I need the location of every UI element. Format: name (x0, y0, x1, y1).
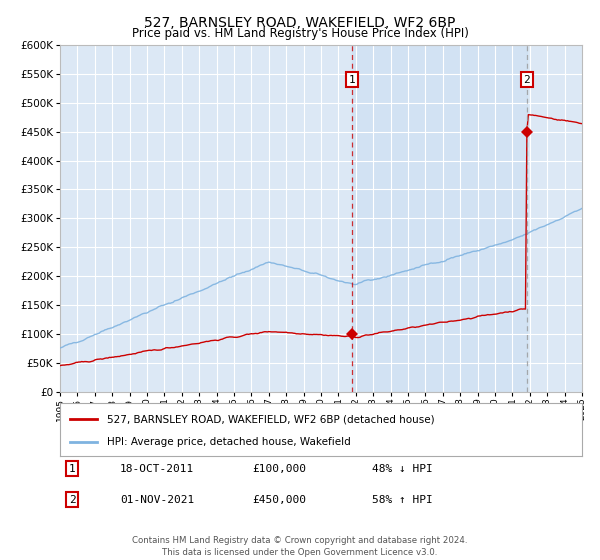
Text: 58% ↑ HPI: 58% ↑ HPI (372, 494, 433, 505)
Text: 2: 2 (68, 494, 76, 505)
Text: £100,000: £100,000 (252, 464, 306, 474)
Text: 1: 1 (349, 74, 356, 85)
Text: 01-NOV-2021: 01-NOV-2021 (120, 494, 194, 505)
Text: Contains HM Land Registry data © Crown copyright and database right 2024.
This d: Contains HM Land Registry data © Crown c… (132, 536, 468, 557)
Text: 527, BARNSLEY ROAD, WAKEFIELD, WF2 6BP (detached house): 527, BARNSLEY ROAD, WAKEFIELD, WF2 6BP (… (107, 414, 434, 424)
Text: Price paid vs. HM Land Registry's House Price Index (HPI): Price paid vs. HM Land Registry's House … (131, 27, 469, 40)
Text: 1: 1 (68, 464, 76, 474)
Text: 2: 2 (523, 74, 530, 85)
Text: £450,000: £450,000 (252, 494, 306, 505)
Text: HPI: Average price, detached house, Wakefield: HPI: Average price, detached house, Wake… (107, 436, 351, 446)
Bar (352, 45, 527, 392)
Text: 48% ↓ HPI: 48% ↓ HPI (372, 464, 433, 474)
Text: 527, BARNSLEY ROAD, WAKEFIELD, WF2 6BP: 527, BARNSLEY ROAD, WAKEFIELD, WF2 6BP (145, 16, 455, 30)
Text: 18-OCT-2011: 18-OCT-2011 (120, 464, 194, 474)
